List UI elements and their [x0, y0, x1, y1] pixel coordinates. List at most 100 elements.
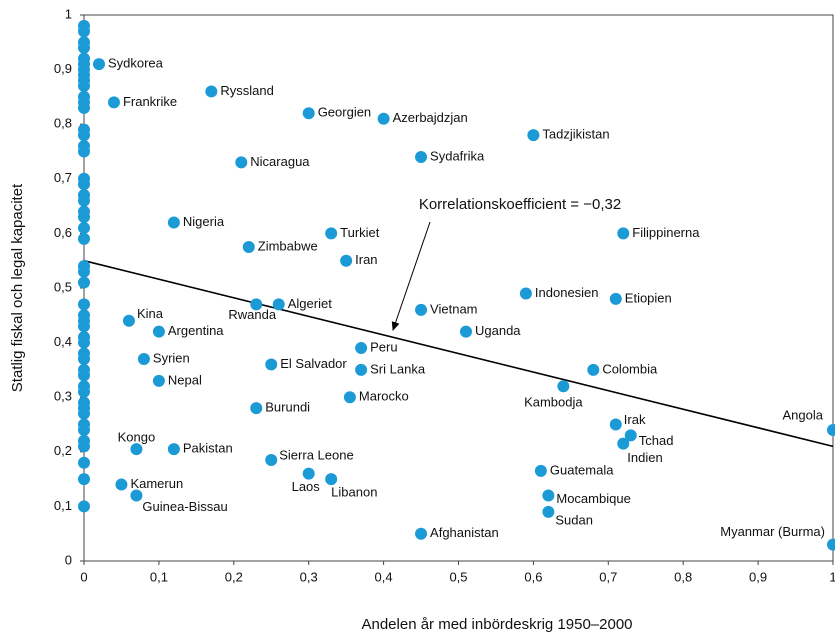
point: [78, 25, 90, 38]
point: [130, 489, 143, 502]
point-label: Mocambique: [556, 491, 630, 506]
point: [130, 443, 143, 456]
point: [250, 298, 263, 311]
x-tick-label: 0,1: [150, 569, 168, 584]
point-label: Syrien: [153, 350, 190, 365]
point-label: Iran: [355, 252, 377, 267]
point-label: Rwanda: [228, 307, 276, 322]
point: [587, 363, 600, 376]
point: [415, 303, 428, 316]
point-label: Algeriet: [288, 296, 332, 311]
point-label: Uganda: [475, 323, 521, 338]
point-label: Laos: [292, 479, 321, 494]
x-tick-label: 0,9: [749, 569, 767, 584]
point-label: Sudan: [555, 512, 593, 527]
point: [78, 178, 90, 191]
point: [78, 320, 90, 333]
trendline: [83, 259, 834, 448]
point-label: Indien: [627, 450, 662, 465]
y-tick-label: 0,9: [54, 61, 72, 76]
point-label: Etiopien: [625, 290, 672, 305]
point: [265, 453, 278, 466]
point: [152, 374, 165, 387]
point: [827, 423, 835, 436]
annotation-arrow: [391, 221, 431, 331]
point: [78, 221, 90, 234]
point-label: Nigeria: [183, 214, 225, 229]
point: [78, 407, 90, 420]
point: [78, 265, 90, 278]
point-label: Kamerun: [130, 476, 183, 491]
y-tick-label: 1: [65, 6, 72, 21]
point-label: Angola: [783, 407, 824, 422]
point: [302, 467, 315, 480]
x-tick-label: 0,3: [300, 569, 318, 584]
point-label: Kongo: [118, 430, 156, 445]
point-label: Frankrike: [123, 94, 177, 109]
point: [78, 232, 90, 245]
point-label: Tadzjikistan: [542, 127, 609, 142]
point: [78, 129, 90, 142]
y-tick-label: 0,8: [54, 116, 72, 131]
point-label: Kambodja: [524, 395, 583, 410]
x-tick-label: 0,6: [524, 569, 542, 584]
point: [137, 352, 150, 365]
point: [78, 79, 90, 92]
point: [325, 473, 338, 486]
point: [459, 325, 472, 338]
point: [78, 473, 90, 486]
point: [78, 41, 90, 54]
point: [152, 325, 165, 338]
point-label: Colombia: [602, 361, 658, 376]
point-label: Afghanistan: [430, 525, 499, 540]
point-label: Vietnam: [430, 301, 477, 316]
point: [325, 227, 338, 240]
point: [78, 456, 90, 469]
point: [343, 391, 356, 404]
point: [250, 402, 263, 415]
point: [78, 194, 90, 207]
point-label: Turkiet: [340, 225, 380, 240]
point: [355, 342, 368, 355]
point: [609, 292, 622, 305]
point: [235, 156, 248, 169]
point-label: Zimbabwe: [258, 238, 318, 253]
x-tick-label: 0,5: [449, 569, 467, 584]
point: [78, 423, 90, 436]
point: [617, 437, 630, 450]
point: [527, 129, 540, 142]
point-label: Azerbajdzjan: [393, 110, 468, 125]
point: [415, 150, 428, 163]
point: [78, 298, 90, 311]
point-label: Burundi: [265, 400, 310, 415]
x-tick-label: 1: [829, 569, 835, 584]
point: [92, 58, 105, 71]
y-tick-label: 0: [65, 552, 72, 567]
point: [542, 489, 555, 502]
point-label: Georgien: [318, 105, 371, 120]
point: [78, 145, 90, 158]
point-label: Libanon: [331, 485, 377, 500]
point: [302, 107, 315, 120]
point: [609, 418, 622, 431]
point: [78, 101, 90, 114]
y-tick-label: 0,4: [54, 334, 72, 349]
point: [272, 298, 285, 311]
point-label: Ryssland: [220, 83, 273, 98]
point: [78, 440, 90, 453]
x-tick-label: 0,2: [225, 569, 243, 584]
point-label: Kina: [137, 306, 164, 321]
point: [265, 358, 278, 371]
y-tick-label: 0,7: [54, 170, 72, 185]
point: [78, 211, 90, 224]
point: [78, 369, 90, 382]
point-label: Filippinerna: [632, 225, 700, 240]
x-tick-label: 0: [80, 569, 87, 584]
point: [167, 443, 180, 456]
point: [242, 241, 255, 254]
x-tick-label: 0,4: [375, 569, 393, 584]
y-tick-label: 0,1: [54, 498, 72, 513]
point-label: Sydkorea: [108, 56, 164, 71]
point: [78, 276, 90, 289]
